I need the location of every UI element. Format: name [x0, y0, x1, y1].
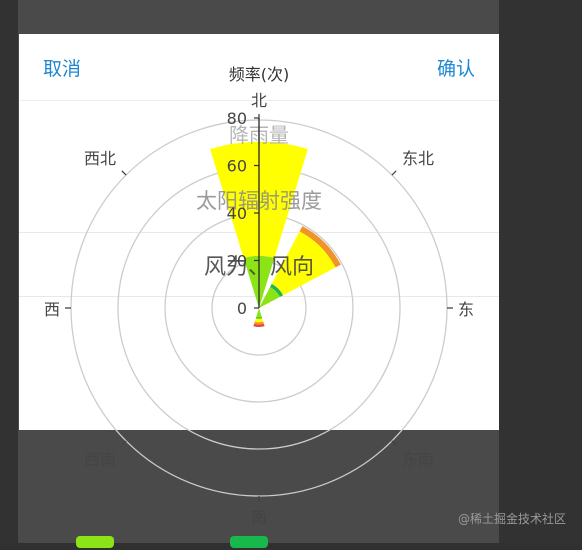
watermark: @稀土掘金技术社区 — [457, 512, 566, 526]
bar-segment[interactable] — [254, 321, 264, 325]
axis-title: 频率(次) — [229, 65, 290, 84]
bar-segment[interactable] — [270, 283, 284, 297]
bar-segment[interactable] — [271, 231, 336, 296]
cancel-button[interactable]: 取消 — [43, 58, 82, 80]
axis-tick-label: 40 — [227, 204, 247, 223]
bar-segment[interactable] — [256, 308, 262, 318]
direction-label: 西 — [44, 300, 60, 319]
direction-label: 西北 — [84, 149, 116, 168]
direction-label: 北 — [251, 91, 267, 110]
direction-tick — [391, 440, 397, 446]
direction-tick — [121, 440, 127, 446]
legend-swatch — [76, 536, 114, 548]
direction-tick — [391, 170, 397, 176]
axis-tick-label: 0 — [237, 299, 247, 318]
axis-tick-label: 20 — [227, 252, 247, 271]
direction-label: 东南 — [402, 450, 434, 469]
axis-tick-label: 60 — [227, 157, 247, 176]
bar-segment[interactable] — [254, 318, 264, 323]
dialog-header: 取消 确认 — [19, 34, 499, 101]
bar-segment[interactable] — [253, 323, 265, 327]
bar-segment[interactable] — [259, 287, 280, 308]
direction-label: 西南 — [84, 450, 116, 469]
bar-segment[interactable] — [255, 317, 263, 319]
bar-segment[interactable] — [299, 226, 341, 268]
direction-label: 东 — [458, 300, 474, 319]
radial-axis: 0 20 40 60 80 频率(次) — [227, 65, 290, 318]
direction-label: 南 — [251, 508, 267, 527]
confirm-button[interactable]: 确认 — [436, 58, 475, 80]
direction-tick — [121, 170, 127, 176]
axis-tick-label: 80 — [227, 109, 247, 128]
picker-dialog: 取消 确认 — [19, 34, 499, 430]
legend-swatch — [230, 536, 268, 548]
direction-label: 东北 — [402, 149, 434, 168]
